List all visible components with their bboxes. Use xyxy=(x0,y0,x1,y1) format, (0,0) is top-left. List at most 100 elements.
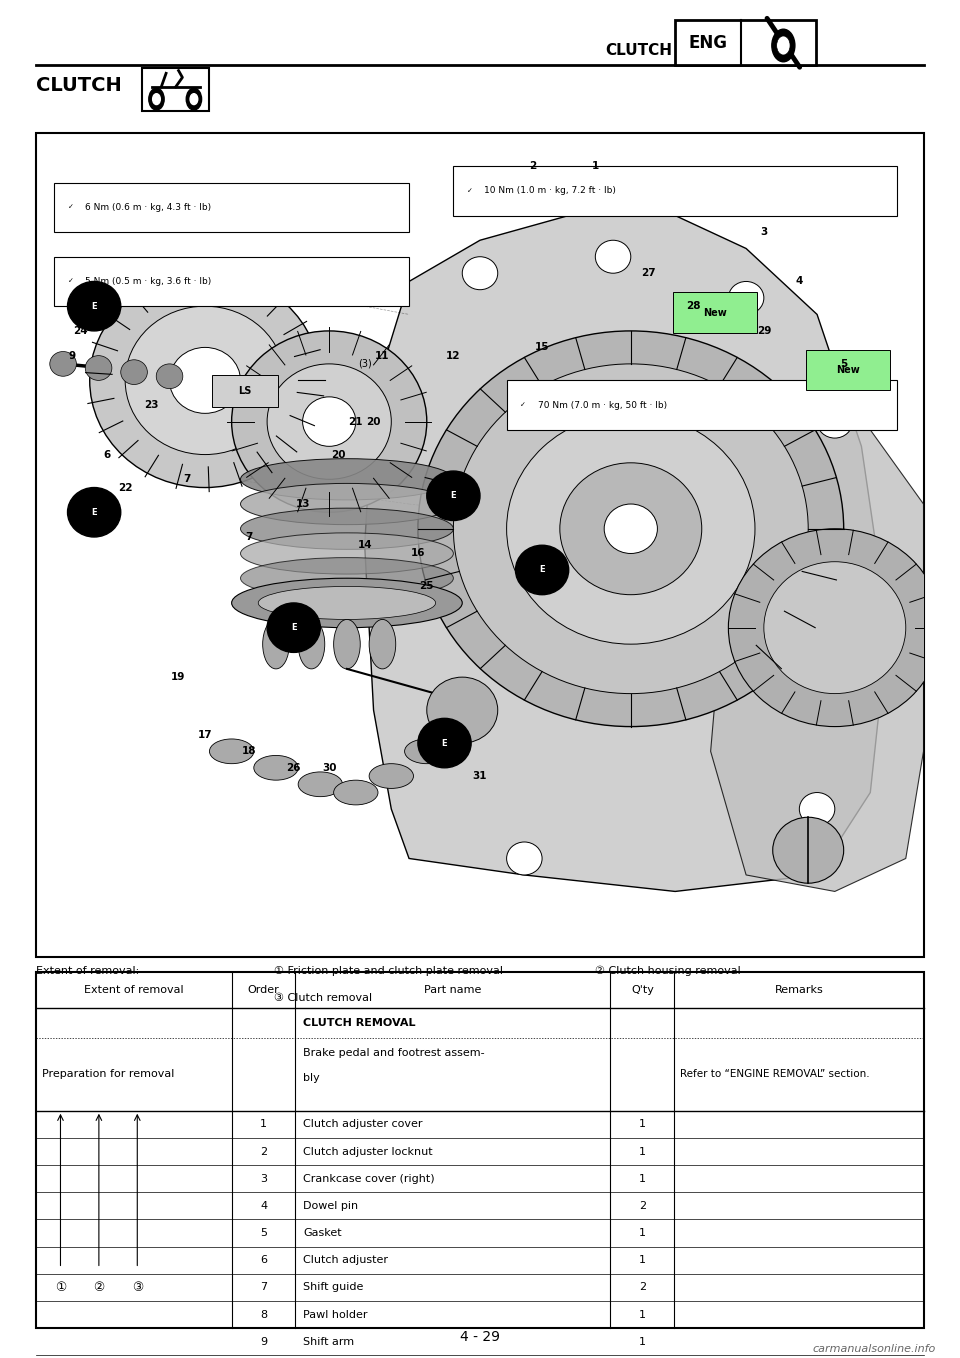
Ellipse shape xyxy=(241,532,453,574)
Text: ✓: ✓ xyxy=(67,204,73,210)
Text: 16: 16 xyxy=(411,549,425,558)
Circle shape xyxy=(190,94,198,105)
Text: E: E xyxy=(442,739,447,747)
Text: Extent of removal: Extent of removal xyxy=(84,985,184,995)
Ellipse shape xyxy=(241,508,453,550)
Text: 1: 1 xyxy=(260,1119,267,1130)
Text: 22: 22 xyxy=(118,482,132,493)
Text: bly: bly xyxy=(303,1073,320,1082)
Text: 20: 20 xyxy=(367,417,381,426)
Text: 19: 19 xyxy=(171,672,185,682)
Text: 6: 6 xyxy=(104,449,111,459)
Circle shape xyxy=(186,88,202,110)
Text: 1: 1 xyxy=(638,1228,646,1238)
Ellipse shape xyxy=(299,619,324,669)
Text: ② Clutch housing removal: ② Clutch housing removal xyxy=(595,966,741,976)
FancyBboxPatch shape xyxy=(212,375,277,407)
Ellipse shape xyxy=(253,755,299,779)
Circle shape xyxy=(267,603,321,652)
Circle shape xyxy=(418,718,471,767)
Text: E: E xyxy=(291,623,297,633)
Circle shape xyxy=(149,88,164,110)
Circle shape xyxy=(67,281,121,331)
Circle shape xyxy=(231,331,427,512)
Polygon shape xyxy=(710,380,924,891)
Circle shape xyxy=(85,356,112,380)
Bar xyxy=(36,133,924,957)
Text: ③ Clutch removal: ③ Clutch removal xyxy=(274,993,372,1002)
Text: CLUTCH: CLUTCH xyxy=(605,42,672,58)
Circle shape xyxy=(302,397,356,447)
Circle shape xyxy=(156,364,182,388)
Text: ③: ③ xyxy=(132,1281,143,1294)
Text: 26: 26 xyxy=(286,763,301,773)
Text: 5 Nm (0.5 m · kg, 3.6 ft · lb): 5 Nm (0.5 m · kg, 3.6 ft · lb) xyxy=(85,277,211,287)
Text: Shift guide: Shift guide xyxy=(303,1282,364,1293)
Text: ①: ① xyxy=(55,1281,66,1294)
Ellipse shape xyxy=(231,579,463,627)
Circle shape xyxy=(604,504,658,554)
Circle shape xyxy=(729,281,764,315)
Circle shape xyxy=(50,352,77,376)
Text: ✓: ✓ xyxy=(467,187,472,194)
Text: Remarks: Remarks xyxy=(775,985,824,995)
Circle shape xyxy=(835,595,871,627)
Circle shape xyxy=(773,818,844,883)
Text: Extent of removal:: Extent of removal: xyxy=(36,966,140,975)
Text: LS: LS xyxy=(238,386,252,397)
Text: 15: 15 xyxy=(535,342,549,353)
Text: 2: 2 xyxy=(638,1200,646,1211)
Text: Part name: Part name xyxy=(424,985,482,995)
Text: Q'ty: Q'ty xyxy=(631,985,654,995)
Ellipse shape xyxy=(404,739,449,763)
Circle shape xyxy=(516,546,568,595)
Text: 1: 1 xyxy=(638,1255,646,1266)
Text: 4: 4 xyxy=(796,277,803,287)
Text: 18: 18 xyxy=(242,747,256,756)
Text: (3): (3) xyxy=(358,359,372,369)
Bar xyxy=(36,972,924,1328)
Text: Clutch adjuster: Clutch adjuster xyxy=(303,1255,388,1266)
Text: New: New xyxy=(703,308,727,318)
Bar xyxy=(54,182,409,232)
Text: New: New xyxy=(836,365,860,375)
Circle shape xyxy=(427,678,497,743)
Circle shape xyxy=(800,793,835,826)
Text: ✓: ✓ xyxy=(520,402,526,409)
Ellipse shape xyxy=(263,619,289,669)
Text: ENG: ENG xyxy=(688,34,728,52)
Text: Refer to “ENGINE REMOVAL” section.: Refer to “ENGINE REMOVAL” section. xyxy=(680,1069,870,1080)
Text: Preparation for removal: Preparation for removal xyxy=(42,1069,175,1080)
Text: 5: 5 xyxy=(840,359,848,369)
Circle shape xyxy=(267,364,392,479)
Text: ②: ② xyxy=(93,1281,105,1294)
Text: 29: 29 xyxy=(756,326,771,335)
Text: 1: 1 xyxy=(638,1336,646,1347)
Circle shape xyxy=(153,94,160,105)
Ellipse shape xyxy=(369,619,396,669)
Ellipse shape xyxy=(334,779,378,805)
Text: 2: 2 xyxy=(638,1282,646,1293)
Circle shape xyxy=(777,37,790,56)
Text: Clutch adjuster locknut: Clutch adjuster locknut xyxy=(303,1146,433,1157)
Circle shape xyxy=(817,405,852,439)
FancyBboxPatch shape xyxy=(806,350,890,390)
Circle shape xyxy=(125,306,285,455)
Ellipse shape xyxy=(258,587,436,619)
Text: 4: 4 xyxy=(260,1200,267,1211)
Circle shape xyxy=(772,30,795,62)
Text: Gasket: Gasket xyxy=(303,1228,342,1238)
Text: ✓: ✓ xyxy=(67,278,73,284)
Text: 9: 9 xyxy=(260,1336,267,1347)
Circle shape xyxy=(507,842,542,875)
Text: E: E xyxy=(540,565,545,574)
Text: 25: 25 xyxy=(420,581,434,592)
Bar xyxy=(54,257,409,306)
Text: E: E xyxy=(91,508,97,517)
Circle shape xyxy=(560,463,702,595)
Text: Shift arm: Shift arm xyxy=(303,1336,354,1347)
Text: 3: 3 xyxy=(760,227,767,238)
Text: 30: 30 xyxy=(322,763,336,773)
Text: E: E xyxy=(91,301,97,311)
Text: Brake pedal and footrest assem-: Brake pedal and footrest assem- xyxy=(303,1048,485,1058)
